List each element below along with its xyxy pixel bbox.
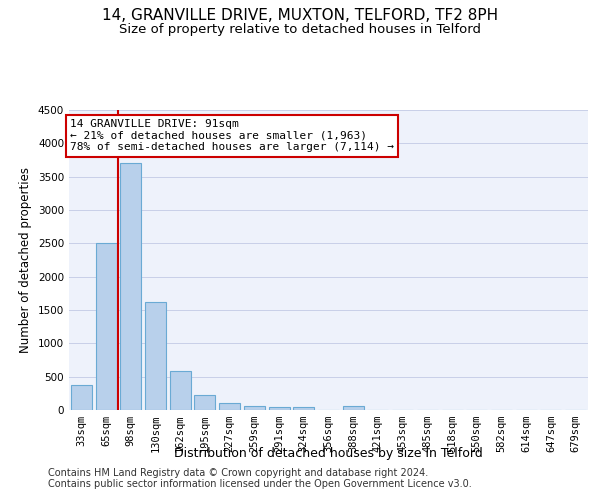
Bar <box>219 402 240 410</box>
Bar <box>71 385 92 410</box>
Bar <box>145 302 166 410</box>
Y-axis label: Number of detached properties: Number of detached properties <box>19 167 32 353</box>
Bar <box>170 370 191 410</box>
Text: Distribution of detached houses by size in Telford: Distribution of detached houses by size … <box>175 448 483 460</box>
Bar <box>269 407 290 410</box>
Bar <box>95 244 116 410</box>
Text: 14, GRANVILLE DRIVE, MUXTON, TELFORD, TF2 8PH: 14, GRANVILLE DRIVE, MUXTON, TELFORD, TF… <box>102 8 498 22</box>
Bar <box>244 406 265 410</box>
Text: 14 GRANVILLE DRIVE: 91sqm
← 21% of detached houses are smaller (1,963)
78% of se: 14 GRANVILLE DRIVE: 91sqm ← 21% of detac… <box>70 119 394 152</box>
Bar <box>343 406 364 410</box>
Text: Size of property relative to detached houses in Telford: Size of property relative to detached ho… <box>119 22 481 36</box>
Bar <box>293 407 314 410</box>
Bar <box>120 164 141 410</box>
Text: Contains HM Land Registry data © Crown copyright and database right 2024.: Contains HM Land Registry data © Crown c… <box>48 468 428 477</box>
Text: Contains public sector information licensed under the Open Government Licence v3: Contains public sector information licen… <box>48 479 472 489</box>
Bar <box>194 394 215 410</box>
